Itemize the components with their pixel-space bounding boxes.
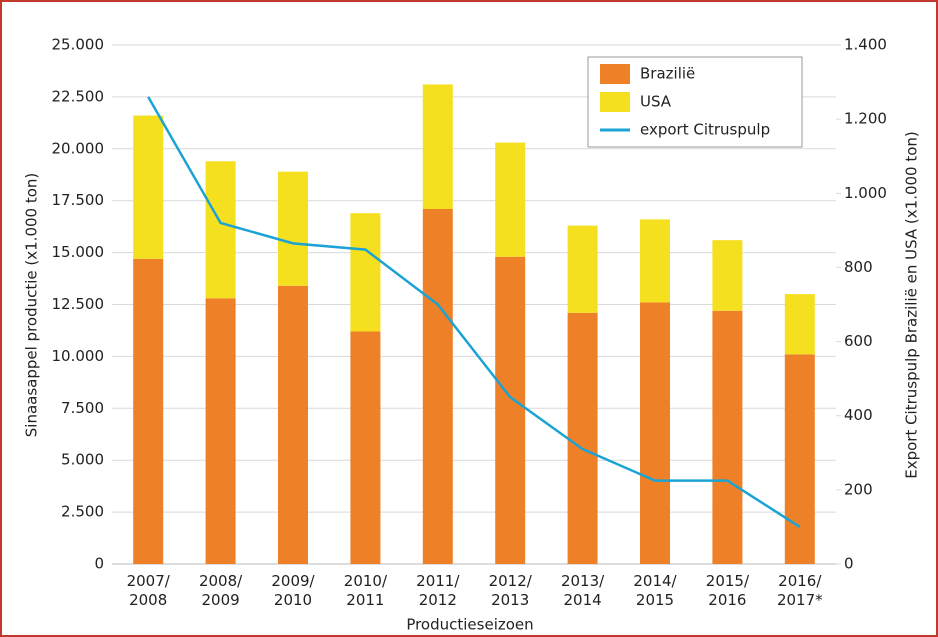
y2-tick-label: 1.000 [844, 184, 887, 202]
x-tick-label: 2009/2010 [271, 572, 315, 609]
bar [422, 84, 453, 210]
y-tick-label: 15.000 [52, 243, 105, 261]
bar [495, 142, 526, 257]
bar [784, 354, 815, 564]
bar [567, 312, 598, 564]
y2-tick-label: 800 [844, 258, 873, 276]
legend-swatch [600, 92, 630, 112]
x-tick-label: 2011/2012 [416, 572, 460, 609]
y-tick-label: 5.000 [61, 451, 104, 469]
bar [422, 209, 453, 564]
bar [784, 294, 815, 355]
x-tick-label: 2008/2009 [199, 572, 243, 609]
legend-label: Brazilië [640, 65, 695, 83]
bar [640, 302, 670, 564]
x-tick-label: 2015/2016 [706, 572, 750, 609]
bar [133, 115, 164, 259]
bar [205, 298, 236, 564]
bar [278, 171, 308, 286]
bar [567, 225, 598, 313]
y2-tick-label: 600 [844, 332, 873, 350]
x-tick-label: 2010/2011 [344, 572, 388, 609]
x-tick-label: 2007/2008 [127, 572, 171, 609]
x-tick-label: 2012/2013 [489, 572, 533, 609]
y2-tick-label: 1.400 [844, 36, 887, 54]
y-axis-title: Sinaasappel productie (x1.000 ton) [23, 173, 41, 438]
legend-label: export Citruspulp [640, 121, 770, 139]
x-tick-label: 2016/2017* [777, 572, 823, 609]
x-tick-label: 2014/2015 [633, 572, 677, 609]
y-tick-label: 17.500 [52, 191, 105, 209]
y2-axis-title: Export Citruspulp Brazilië en USA (x1.00… [903, 131, 921, 479]
y2-tick-label: 400 [844, 406, 873, 424]
bar [640, 219, 670, 303]
y2-tick-label: 1.200 [844, 110, 887, 128]
bar [205, 161, 236, 299]
x-axis-title: Productieseizoen [406, 616, 533, 634]
y-tick-label: 20.000 [52, 139, 105, 157]
legend-label: USA [640, 93, 672, 111]
y-tick-label: 22.500 [52, 87, 105, 105]
y2-tick-label: 200 [844, 480, 873, 498]
y-tick-label: 0 [94, 555, 104, 573]
bar [712, 240, 743, 311]
y-tick-label: 2.500 [61, 503, 104, 521]
line [147, 96, 801, 528]
x-tick-label: 2013/2014 [561, 572, 605, 609]
bar [495, 256, 526, 564]
bar [350, 331, 381, 564]
bar [712, 310, 743, 564]
y-tick-label: 12.500 [52, 295, 105, 313]
bar [278, 285, 308, 564]
bar [133, 258, 164, 564]
legend-swatch [600, 64, 630, 84]
y-tick-label: 7.500 [61, 399, 104, 417]
y-tick-label: 25.000 [52, 36, 105, 54]
y2-tick-label: 0 [844, 555, 854, 573]
bar [350, 213, 381, 332]
y-tick-label: 10.000 [52, 347, 105, 365]
